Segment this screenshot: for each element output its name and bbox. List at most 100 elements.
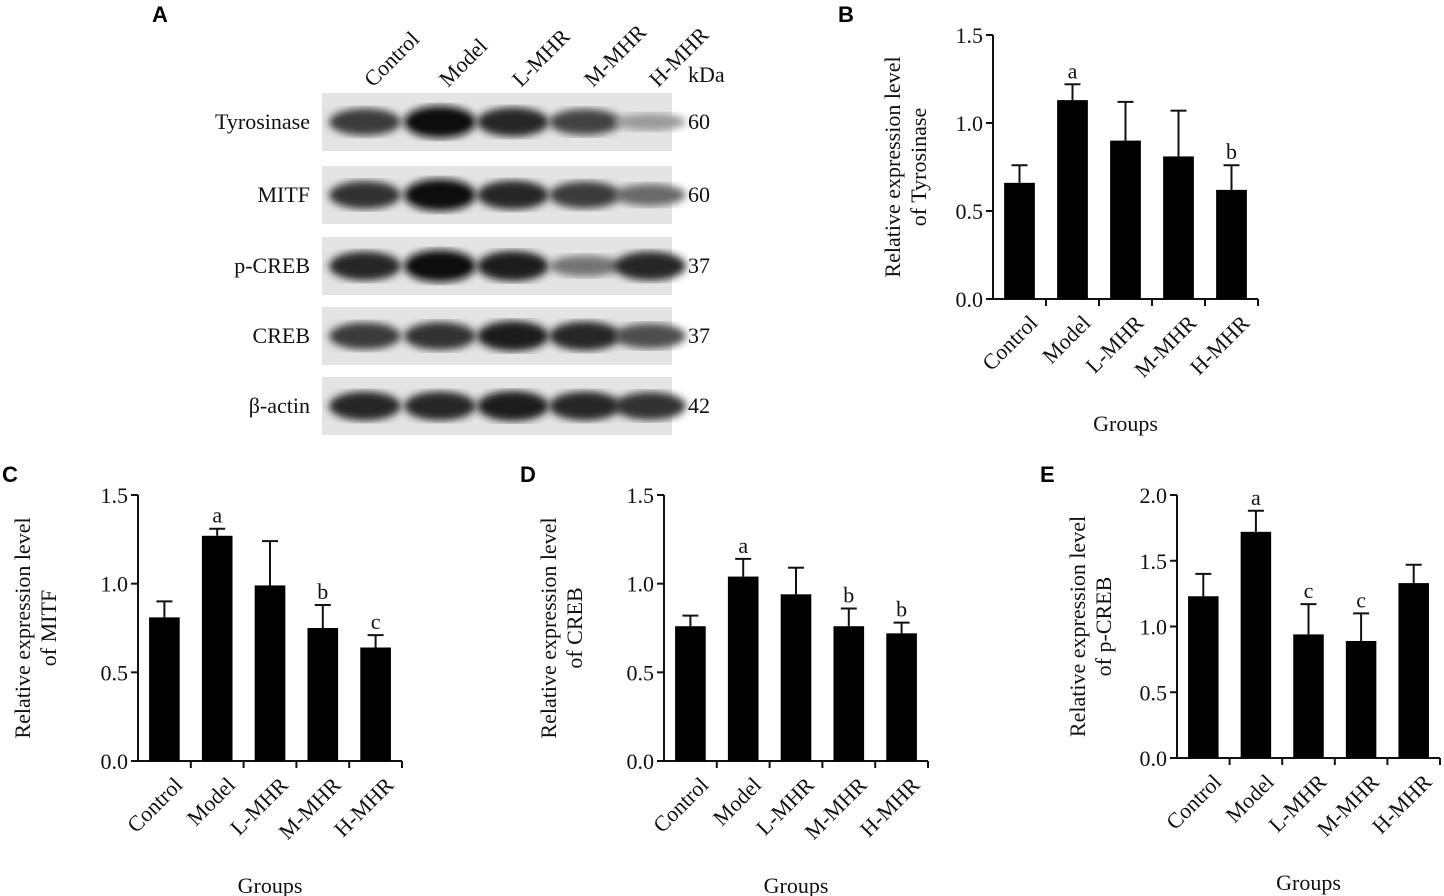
y-axis-title: of MITF xyxy=(36,590,61,666)
panel-label: E xyxy=(1040,462,1055,487)
y-tick-label: 0.0 xyxy=(627,749,655,774)
chart-panel-d: D0.00.51.01.5ControlaModelL-MHRbM-MHRbH-… xyxy=(520,462,929,896)
protein-band xyxy=(477,251,549,281)
x-tick-label: H-MHR xyxy=(329,772,399,842)
kda-value: 60 xyxy=(688,109,710,134)
y-tick-label: 0.0 xyxy=(956,287,984,312)
x-tick-label: H-MHR xyxy=(855,772,925,842)
y-tick-label: 1.5 xyxy=(101,483,129,508)
lane-label: Model xyxy=(434,33,492,91)
significance-label: b xyxy=(896,597,907,622)
bar xyxy=(780,594,812,761)
bar xyxy=(727,576,759,761)
protein-band xyxy=(404,322,476,350)
protein-band xyxy=(329,251,401,281)
bar xyxy=(149,617,180,761)
protein-band xyxy=(614,184,686,206)
y-tick-label: 1.0 xyxy=(1140,615,1168,640)
bar xyxy=(1110,140,1141,299)
y-tick-label: 0.5 xyxy=(956,199,984,224)
x-tick-label: Control xyxy=(977,310,1042,375)
y-tick-label: 1.0 xyxy=(101,572,129,597)
significance-label: b xyxy=(843,582,854,607)
y-axis-title: of p-CREB xyxy=(1091,577,1116,677)
protein-band xyxy=(614,323,686,349)
significance-label: c xyxy=(1304,578,1314,603)
y-tick-label: 1.5 xyxy=(1140,549,1168,574)
bar xyxy=(1293,634,1324,758)
panel-label: C xyxy=(2,462,18,487)
bar xyxy=(886,633,917,761)
protein-band xyxy=(404,391,476,421)
protein-band xyxy=(404,106,476,138)
x-axis-title: Groups xyxy=(764,873,829,896)
y-axis-title: of CREB xyxy=(562,587,587,668)
protein-band xyxy=(549,109,621,135)
bar xyxy=(833,626,865,761)
y-axis-title: Relative expression level xyxy=(536,517,561,738)
panel-label: A xyxy=(152,2,168,27)
bar xyxy=(254,585,286,761)
bar xyxy=(201,535,233,761)
protein-band xyxy=(477,321,549,351)
x-tick-label: Control xyxy=(122,772,187,837)
y-tick-label: 0.5 xyxy=(1140,680,1168,705)
protein-band xyxy=(614,392,686,420)
y-axis-title: Relative expression level xyxy=(10,517,35,738)
protein-label: MITF xyxy=(257,182,310,207)
panel-label: D xyxy=(520,462,536,487)
bar xyxy=(1398,583,1429,758)
protein-label: CREB xyxy=(253,323,310,348)
protein-band xyxy=(549,181,621,209)
y-axis-title: Relative expression level xyxy=(880,56,905,277)
y-axis-title: of Tyrosinase xyxy=(906,108,931,226)
y-tick-label: 0.0 xyxy=(101,749,129,774)
bar xyxy=(1057,100,1088,300)
significance-label: a xyxy=(1068,58,1078,83)
x-tick-label: Control xyxy=(1161,769,1226,834)
protein-band xyxy=(549,391,621,421)
protein-label: p-CREB xyxy=(234,253,310,278)
x-axis-title: Groups xyxy=(1276,870,1341,895)
protein-band xyxy=(549,255,621,277)
bar xyxy=(675,626,706,761)
bar xyxy=(1345,640,1377,758)
x-tick-label: Control xyxy=(648,772,713,837)
chart-panel-e: E0.00.51.01.52.0ControlaModelcL-MHRcM-MH… xyxy=(1040,462,1441,895)
protein-band xyxy=(477,180,549,210)
y-tick-label: 1.5 xyxy=(956,23,984,48)
kda-header: kDa xyxy=(688,62,725,87)
lane-label: L-MHR xyxy=(507,24,575,92)
chart-panel-b: B0.00.51.01.5ControlaModelL-MHRM-MHRbH-M… xyxy=(838,2,1259,436)
y-tick-label: 1.0 xyxy=(627,572,655,597)
protein-band xyxy=(477,391,549,421)
protein-band xyxy=(477,107,549,137)
significance-label: a xyxy=(1251,485,1261,510)
significance-label: c xyxy=(371,609,381,634)
kda-value: 42 xyxy=(688,393,710,418)
protein-band xyxy=(329,181,401,209)
protein-band xyxy=(614,113,686,131)
bar xyxy=(1240,531,1272,758)
x-tick-label: H-MHR xyxy=(1367,769,1437,839)
bar xyxy=(1004,182,1035,299)
significance-label: b xyxy=(317,579,328,604)
y-tick-label: 1.0 xyxy=(956,111,984,136)
bar xyxy=(1188,596,1219,758)
bar xyxy=(360,647,391,761)
bar xyxy=(307,628,339,761)
protein-band xyxy=(329,322,401,350)
bar xyxy=(1163,156,1194,299)
protein-band xyxy=(329,391,401,421)
y-tick-label: 0.5 xyxy=(101,660,129,685)
protein-band xyxy=(404,250,476,282)
kda-value: 37 xyxy=(688,323,710,348)
significance-label: b xyxy=(1226,139,1237,164)
protein-band xyxy=(404,179,476,211)
protein-label: Tyrosinase xyxy=(215,109,310,134)
y-tick-label: 1.5 xyxy=(627,483,655,508)
y-axis-title: Relative expression level xyxy=(1065,516,1090,737)
y-tick-label: 0.0 xyxy=(1140,746,1168,771)
x-axis-title: Groups xyxy=(1093,411,1158,436)
